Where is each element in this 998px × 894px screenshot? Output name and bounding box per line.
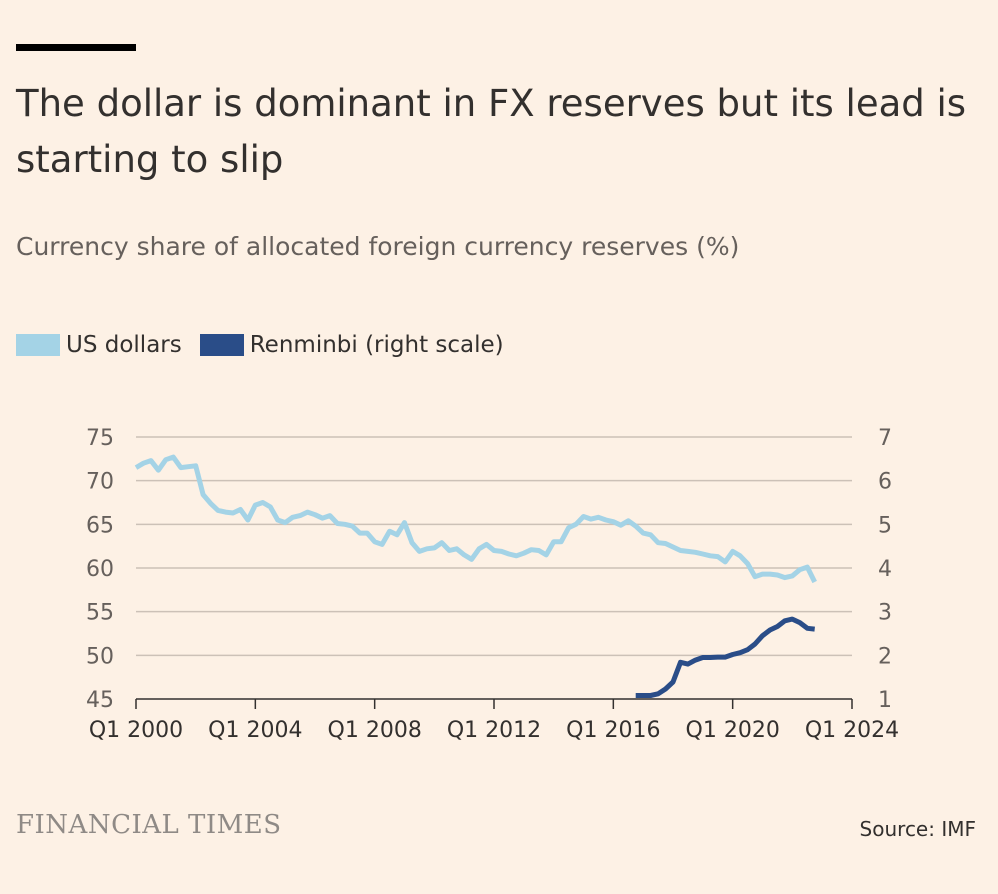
x-tick-label-2004: Q1 2004 bbox=[208, 718, 302, 743]
brand-accent-bar bbox=[16, 44, 136, 51]
y-tick-label-55: 55 bbox=[86, 601, 114, 626]
chart-title: The dollar is dominant in FX reserves bu… bbox=[16, 82, 967, 181]
chart-subtitle: Currency share of allocated foreign curr… bbox=[16, 232, 740, 261]
x-tick-label-2020: Q1 2020 bbox=[686, 718, 780, 743]
legend-label-us-dollars: US dollars bbox=[66, 332, 182, 358]
y2-tick-label-3: 3 bbox=[878, 601, 892, 626]
y-tick-label-75: 75 bbox=[86, 426, 114, 451]
legend-item-renminbi: Renminbi (right scale) bbox=[199, 332, 504, 358]
y-tick-label-60: 60 bbox=[86, 557, 114, 582]
legend: US dollars Renminbi (right scale) bbox=[16, 332, 522, 358]
y2-tick-label-7: 7 bbox=[878, 426, 892, 451]
y-tick-label-65: 65 bbox=[86, 513, 114, 538]
legend-swatch-us-dollars bbox=[16, 334, 60, 356]
y2-tick-label-2: 2 bbox=[878, 644, 892, 669]
ft-logo: FINANCIAL TIMES bbox=[16, 810, 282, 840]
y2-tick-label-4: 4 bbox=[878, 557, 892, 582]
x-tick-label-2024: Q1 2024 bbox=[805, 718, 899, 743]
y2-tick-label-6: 6 bbox=[878, 470, 892, 495]
y2-tick-label-1: 1 bbox=[878, 688, 892, 713]
series-line-renminbi bbox=[635, 616, 815, 698]
series-line-us-dollars bbox=[134, 454, 817, 584]
x-tick-label-2000: Q1 2000 bbox=[89, 718, 183, 743]
y-tick-label-50: 50 bbox=[86, 644, 114, 669]
x-tick-label-2016: Q1 2016 bbox=[566, 718, 660, 743]
y-tick-label-70: 70 bbox=[86, 470, 114, 495]
legend-label-renminbi: Renminbi (right scale) bbox=[249, 332, 504, 358]
x-tick-label-2012: Q1 2012 bbox=[447, 718, 541, 743]
source-note: Source: IMF bbox=[859, 817, 976, 841]
x-tick-label-2008: Q1 2008 bbox=[328, 718, 422, 743]
legend-swatch-renminbi bbox=[199, 334, 244, 356]
y-tick-label-45: 45 bbox=[86, 688, 114, 713]
legend-item-us-dollars: US dollars bbox=[16, 332, 182, 358]
y2-tick-label-5: 5 bbox=[878, 513, 892, 538]
